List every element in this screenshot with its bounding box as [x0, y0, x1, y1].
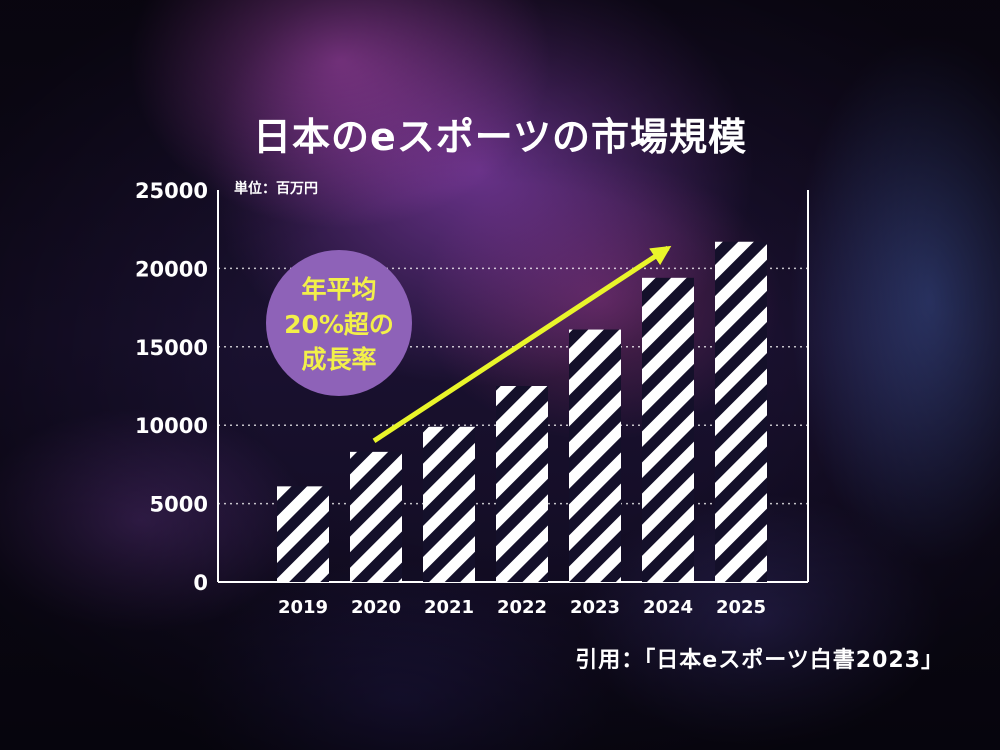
bar-2021: [423, 426, 475, 582]
y-tick-label: 10000: [135, 414, 208, 438]
source-citation: 引用：「日本eスポーツ白書2023」: [575, 648, 944, 673]
x-tick-label: 2025: [716, 597, 766, 618]
trend-arrow: [372, 245, 672, 443]
bar-2023: [569, 329, 621, 582]
bar-2025: [715, 241, 767, 582]
x-tick-label: 2019: [278, 597, 328, 618]
growth-annotation: 年平均 20%超の 成長率: [266, 250, 412, 396]
chart-title: 日本のeスポーツの市場規模: [252, 115, 747, 159]
x-tick-label: 2024: [643, 597, 693, 618]
bar-2020: [350, 451, 402, 582]
x-tick-labels: 2019 2020 2021 2022 2023 2024 2025: [278, 597, 766, 618]
y-tick-label: 0: [193, 571, 208, 595]
x-tick-label: 2022: [497, 597, 547, 618]
bar-2019: [277, 486, 329, 582]
y-tick-labels: 0 5000 10000 15000 20000 25000: [135, 179, 208, 595]
bar-2024: [642, 277, 694, 582]
y-tick-label: 5000: [150, 493, 208, 517]
y-tick-label: 15000: [135, 336, 208, 360]
x-tick-label: 2020: [351, 597, 401, 618]
bars: [277, 241, 767, 582]
annotation-line-1: 年平均: [301, 275, 376, 304]
annotation-line-3: 成長率: [301, 345, 376, 374]
x-tick-label: 2021: [424, 597, 474, 618]
y-tick-label: 25000: [135, 179, 208, 203]
annotation-circle: [266, 250, 412, 396]
annotation-line-2: 20%超の: [284, 310, 394, 339]
unit-label: 単位：百万円: [234, 180, 318, 197]
y-tick-label: 20000: [135, 257, 208, 281]
x-tick-label: 2023: [570, 597, 620, 618]
bar-2022: [496, 386, 548, 582]
